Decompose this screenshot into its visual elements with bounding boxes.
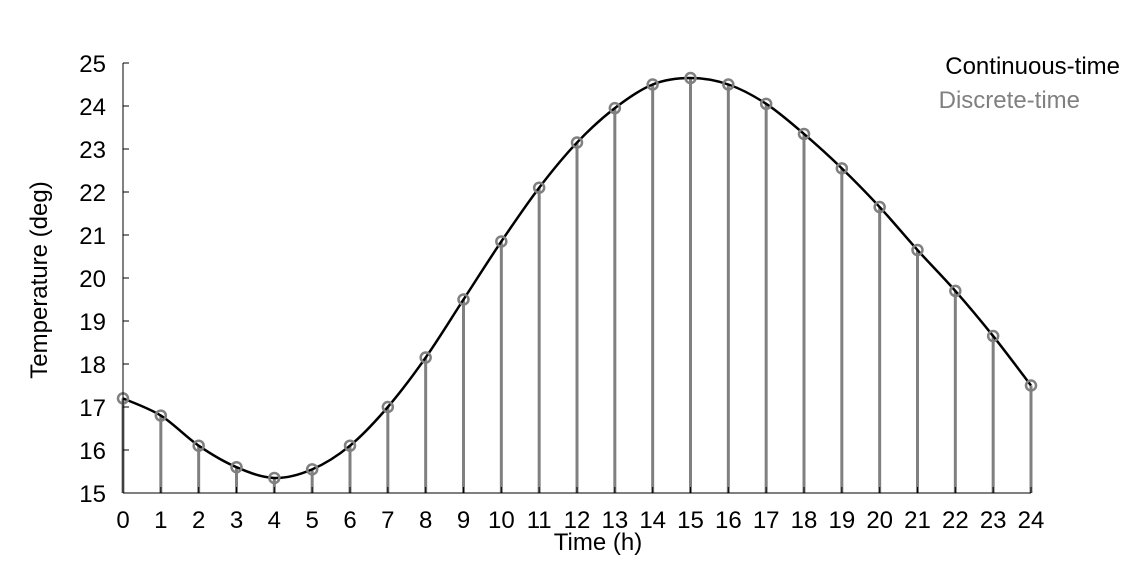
marker-2 — [192, 439, 205, 452]
marker-8 — [419, 351, 432, 364]
y-tick-label-16: 16 — [79, 438, 106, 465]
x-tick-label-15: 15 — [677, 507, 704, 534]
y-tick-label-23: 23 — [79, 137, 106, 164]
marker-14 — [646, 78, 659, 91]
x-tick-label-20: 20 — [866, 507, 893, 534]
marker-17 — [759, 97, 773, 111]
marker-4 — [268, 471, 281, 485]
x-tick-label-14: 14 — [639, 507, 666, 534]
x-tick-label-11: 11 — [527, 507, 552, 534]
marker-24 — [1024, 379, 1038, 392]
discrete-time-stems — [121, 78, 1033, 493]
marker-22 — [949, 284, 962, 298]
x-tick-label-4: 4 — [268, 507, 281, 534]
y-axis-ticks: 15 16 17 18 19 20 21 22 23 24 25 — [79, 51, 129, 508]
x-tick-label-9: 9 — [457, 507, 470, 534]
marker-23 — [986, 329, 1000, 343]
marker-1 — [154, 409, 168, 422]
marker-16 — [722, 78, 735, 91]
y-tick-label-24: 24 — [79, 94, 106, 121]
marker-9 — [457, 293, 470, 306]
legend: Continuous-time Discrete-time — [939, 53, 1120, 114]
x-tick-label-3: 3 — [230, 507, 243, 534]
marker-7 — [381, 400, 395, 414]
marker-20 — [873, 200, 886, 214]
x-tick-label-18: 18 — [791, 507, 818, 534]
y-tick-label-22: 22 — [79, 180, 106, 207]
marker-11 — [532, 181, 546, 194]
x-tick-label-0: 0 — [116, 507, 129, 534]
y-axis-title: Temperature (deg) — [26, 181, 53, 378]
legend-entry-discrete: Discrete-time — [939, 87, 1080, 114]
y-tick-label-21: 21 — [79, 223, 106, 250]
marker-21 — [911, 243, 924, 257]
x-tick-label-5: 5 — [305, 507, 318, 534]
x-tick-label-2: 2 — [192, 507, 205, 534]
y-tick-label-17: 17 — [79, 395, 106, 422]
x-tick-label-10: 10 — [488, 507, 515, 534]
y-tick-label-19: 19 — [79, 309, 106, 336]
continuous-time-curve — [122, 76, 1032, 480]
legend-entry-continuous: Continuous-time — [945, 53, 1120, 80]
x-tick-label-12: 12 — [564, 507, 591, 534]
marker-12 — [570, 136, 584, 149]
y-tick-label-15: 15 — [79, 481, 106, 508]
x-tick-label-7: 7 — [381, 507, 394, 534]
x-tick-label-23: 23 — [980, 507, 1007, 534]
marker-15 — [684, 71, 697, 85]
marker-6 — [343, 439, 357, 452]
marker-13 — [608, 101, 622, 115]
marker-5 — [305, 463, 319, 476]
marker-10 — [495, 235, 508, 248]
x-tick-label-19: 19 — [828, 507, 855, 534]
y-tick-label-25: 25 — [79, 51, 106, 78]
discrete-time-markers — [116, 71, 1038, 485]
x-tick-label-1: 1 — [154, 507, 167, 534]
x-tick-label-17: 17 — [753, 507, 780, 534]
y-tick-label-20: 20 — [79, 266, 106, 293]
marker-18 — [797, 127, 811, 141]
x-axis-ticks: 0 1 2 3 4 5 6 7 8 9 10 11 12 13 14 15 16 17 18 19 20 21 22 23 24 — [116, 487, 1044, 534]
x-tick-label-16: 16 — [715, 507, 742, 534]
x-tick-label-22: 22 — [942, 507, 969, 534]
x-tick-label-13: 13 — [601, 507, 628, 534]
marker-3 — [230, 460, 243, 474]
x-tick-label-21: 21 — [904, 507, 931, 534]
x-tick-label-24: 24 — [1018, 507, 1045, 534]
y-tick-label-18: 18 — [79, 352, 106, 379]
x-tick-label-6: 6 — [343, 507, 356, 534]
x-tick-label-8: 8 — [419, 507, 432, 534]
marker-19 — [835, 162, 849, 175]
x-axis-title: Time (h) — [554, 529, 642, 556]
